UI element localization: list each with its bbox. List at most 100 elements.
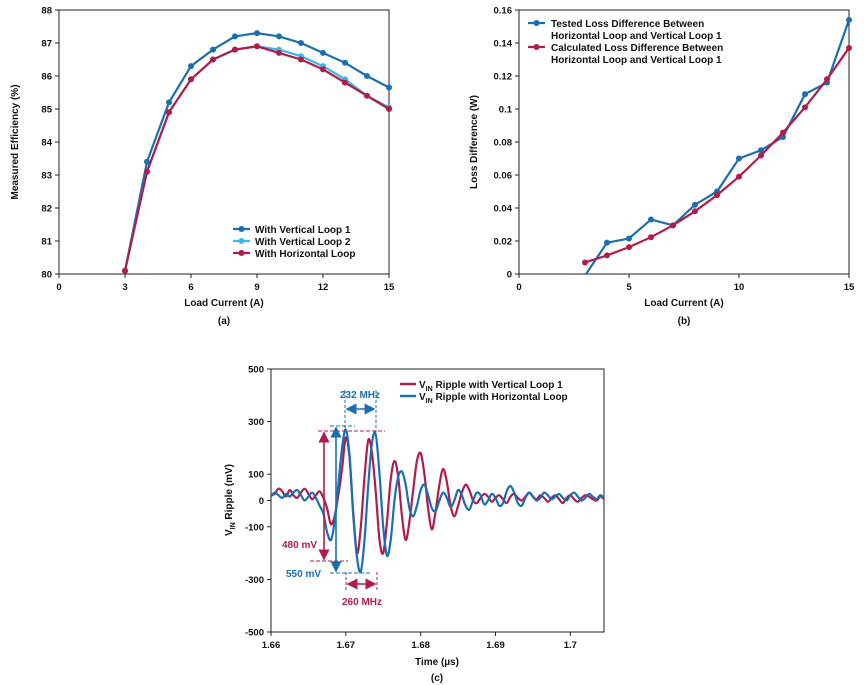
data-point: [648, 234, 654, 241]
series-line-1: [584, 47, 849, 264]
x-axis-label-c: Time (µs): [415, 657, 459, 668]
axis-ticks-b: 0 5 10 15 0 0.02 0.04 0.06 0.08 0.1 0.12 0.14 0.16: [494, 6, 855, 294]
data-point: [802, 104, 808, 111]
y-tick-label: 0.06: [494, 171, 513, 182]
y-tick-label: -500: [245, 628, 264, 639]
panel-label-c: (c): [431, 673, 443, 684]
series-group-b: [582, 16, 852, 274]
y-tick-label: 83: [41, 171, 52, 182]
data-point: [846, 16, 852, 23]
legend-item-c-0: VIN Ripple with Vertical Loop 1: [400, 380, 563, 393]
data-point: [780, 129, 786, 136]
x-tick-label: 0: [56, 282, 61, 293]
y-axis-label-c: VIN Ripple (mV): [224, 464, 237, 536]
legend-item-c-1: VIN Ripple with Horizontal Loop: [400, 392, 568, 405]
y-tick-label: 500: [248, 365, 264, 376]
chart-vin-ripple: 1.66 1.67 1.68 1.69 1.7 500 300 100 0 -100 -300 -50…: [224, 365, 605, 684]
legend-item-b-1: Calculated Loss Difference Between Horiz…: [528, 43, 723, 66]
y-axis-label-b: Loss Difference (W): [469, 95, 480, 189]
legend-marker: [238, 250, 245, 256]
series-group-a: [122, 30, 392, 274]
y-tick-label: 0.08: [494, 138, 513, 149]
legend-a: With Vertical Loop 1 With Vertical Loop …: [233, 225, 355, 260]
data-point: [254, 30, 260, 37]
data-point: [846, 44, 852, 51]
data-point: [166, 109, 172, 116]
x-tick-label: 1.7: [564, 640, 577, 651]
x-tick-label: 1.67: [337, 640, 356, 651]
legend-marker: [238, 226, 245, 232]
x-tick-label: 15: [844, 282, 855, 293]
data-point: [254, 43, 260, 50]
x-tick-label: 1.68: [411, 640, 430, 651]
axis-ticks-a: 0 3 6 9 12 15 80 81 82 83 84 85 86 87 88: [41, 6, 395, 294]
data-point: [714, 192, 720, 199]
waveform-0: [271, 436, 604, 555]
x-tick-label: 12: [318, 282, 329, 293]
data-point: [144, 168, 150, 175]
data-point: [276, 49, 282, 56]
data-point: [386, 106, 392, 112]
y-tick-label: 300: [248, 417, 264, 428]
legend-label: VIN Ripple with Vertical Loop 1: [419, 380, 563, 393]
legend-label: With Vertical Loop 2: [255, 237, 351, 248]
pp-label-blue: 550 mV: [286, 569, 321, 580]
y-tick-label: 0.12: [494, 72, 513, 83]
x-tick-label: 6: [188, 282, 193, 293]
data-point: [604, 252, 610, 259]
data-point: [582, 259, 588, 266]
data-point: [626, 235, 632, 242]
y-tick-label: 80: [41, 270, 52, 281]
y-tick-label: -100: [245, 522, 264, 533]
y-tick-label: 86: [41, 72, 52, 83]
pp-label-red: 480 mV: [282, 540, 317, 551]
data-point: [188, 63, 194, 70]
x-tick-label: 9: [254, 282, 259, 293]
y-tick-label: 0: [507, 270, 512, 281]
y-axis-label-a: Measured Efficiency (%): [10, 84, 21, 199]
x-tick-label: 5: [626, 282, 632, 293]
x-axis-label-b: Load Current (A): [644, 298, 723, 309]
data-point: [802, 91, 808, 98]
legend-marker: [238, 238, 245, 244]
data-point: [188, 76, 194, 83]
data-point: [342, 59, 348, 66]
y-tick-label: 84: [41, 138, 52, 149]
y-tick-label: 88: [41, 6, 52, 17]
data-point: [320, 49, 326, 56]
data-point: [648, 216, 654, 223]
freq-label-blue: 232 MHz: [340, 390, 380, 401]
data-point: [736, 173, 742, 180]
x-tick-label: 0: [516, 282, 521, 293]
axis-ticks-c: 1.66 1.67 1.68 1.69 1.7 500 300 100 0 -100 -300 -50…: [245, 365, 577, 652]
x-tick-label: 1.69: [486, 640, 505, 651]
data-point: [692, 208, 698, 215]
data-point: [232, 46, 238, 53]
x-axis-label-a: Load Current (A): [184, 298, 263, 309]
legend-label: VIN Ripple with Horizontal Loop: [419, 392, 568, 405]
data-point: [626, 244, 632, 251]
data-point: [232, 33, 238, 40]
y-tick-label: 0.14: [494, 39, 513, 50]
chart-efficiency: 0 3 6 9 12 15 80 81 82 83 84 85 86 87 88 Load Current …: [10, 6, 395, 328]
legend-item-a-2: With Horizontal Loop: [233, 249, 355, 260]
data-point: [320, 66, 326, 73]
data-point: [758, 152, 764, 159]
annotations-c: 232 MHz 260 MHz 480 mV 550 mV: [282, 390, 385, 608]
series-group-c: [271, 428, 604, 574]
x-tick-label: 10: [734, 282, 745, 293]
legend-label: With Horizontal Loop: [255, 249, 355, 260]
y-tick-label: -300: [245, 575, 264, 586]
data-point: [210, 46, 216, 53]
panel-label-b: (b): [678, 316, 691, 327]
data-point: [604, 239, 610, 246]
y-tick-label: 0.02: [494, 237, 513, 248]
freq-label-red: 260 MHz: [342, 597, 382, 608]
data-point: [122, 267, 128, 274]
y-tick-label: 87: [41, 39, 52, 50]
data-point: [758, 147, 764, 154]
data-point: [386, 84, 392, 91]
y-tick-label: 0: [259, 496, 264, 507]
legend-c: VIN Ripple with Vertical Loop 1 VIN Ripp…: [400, 380, 568, 405]
